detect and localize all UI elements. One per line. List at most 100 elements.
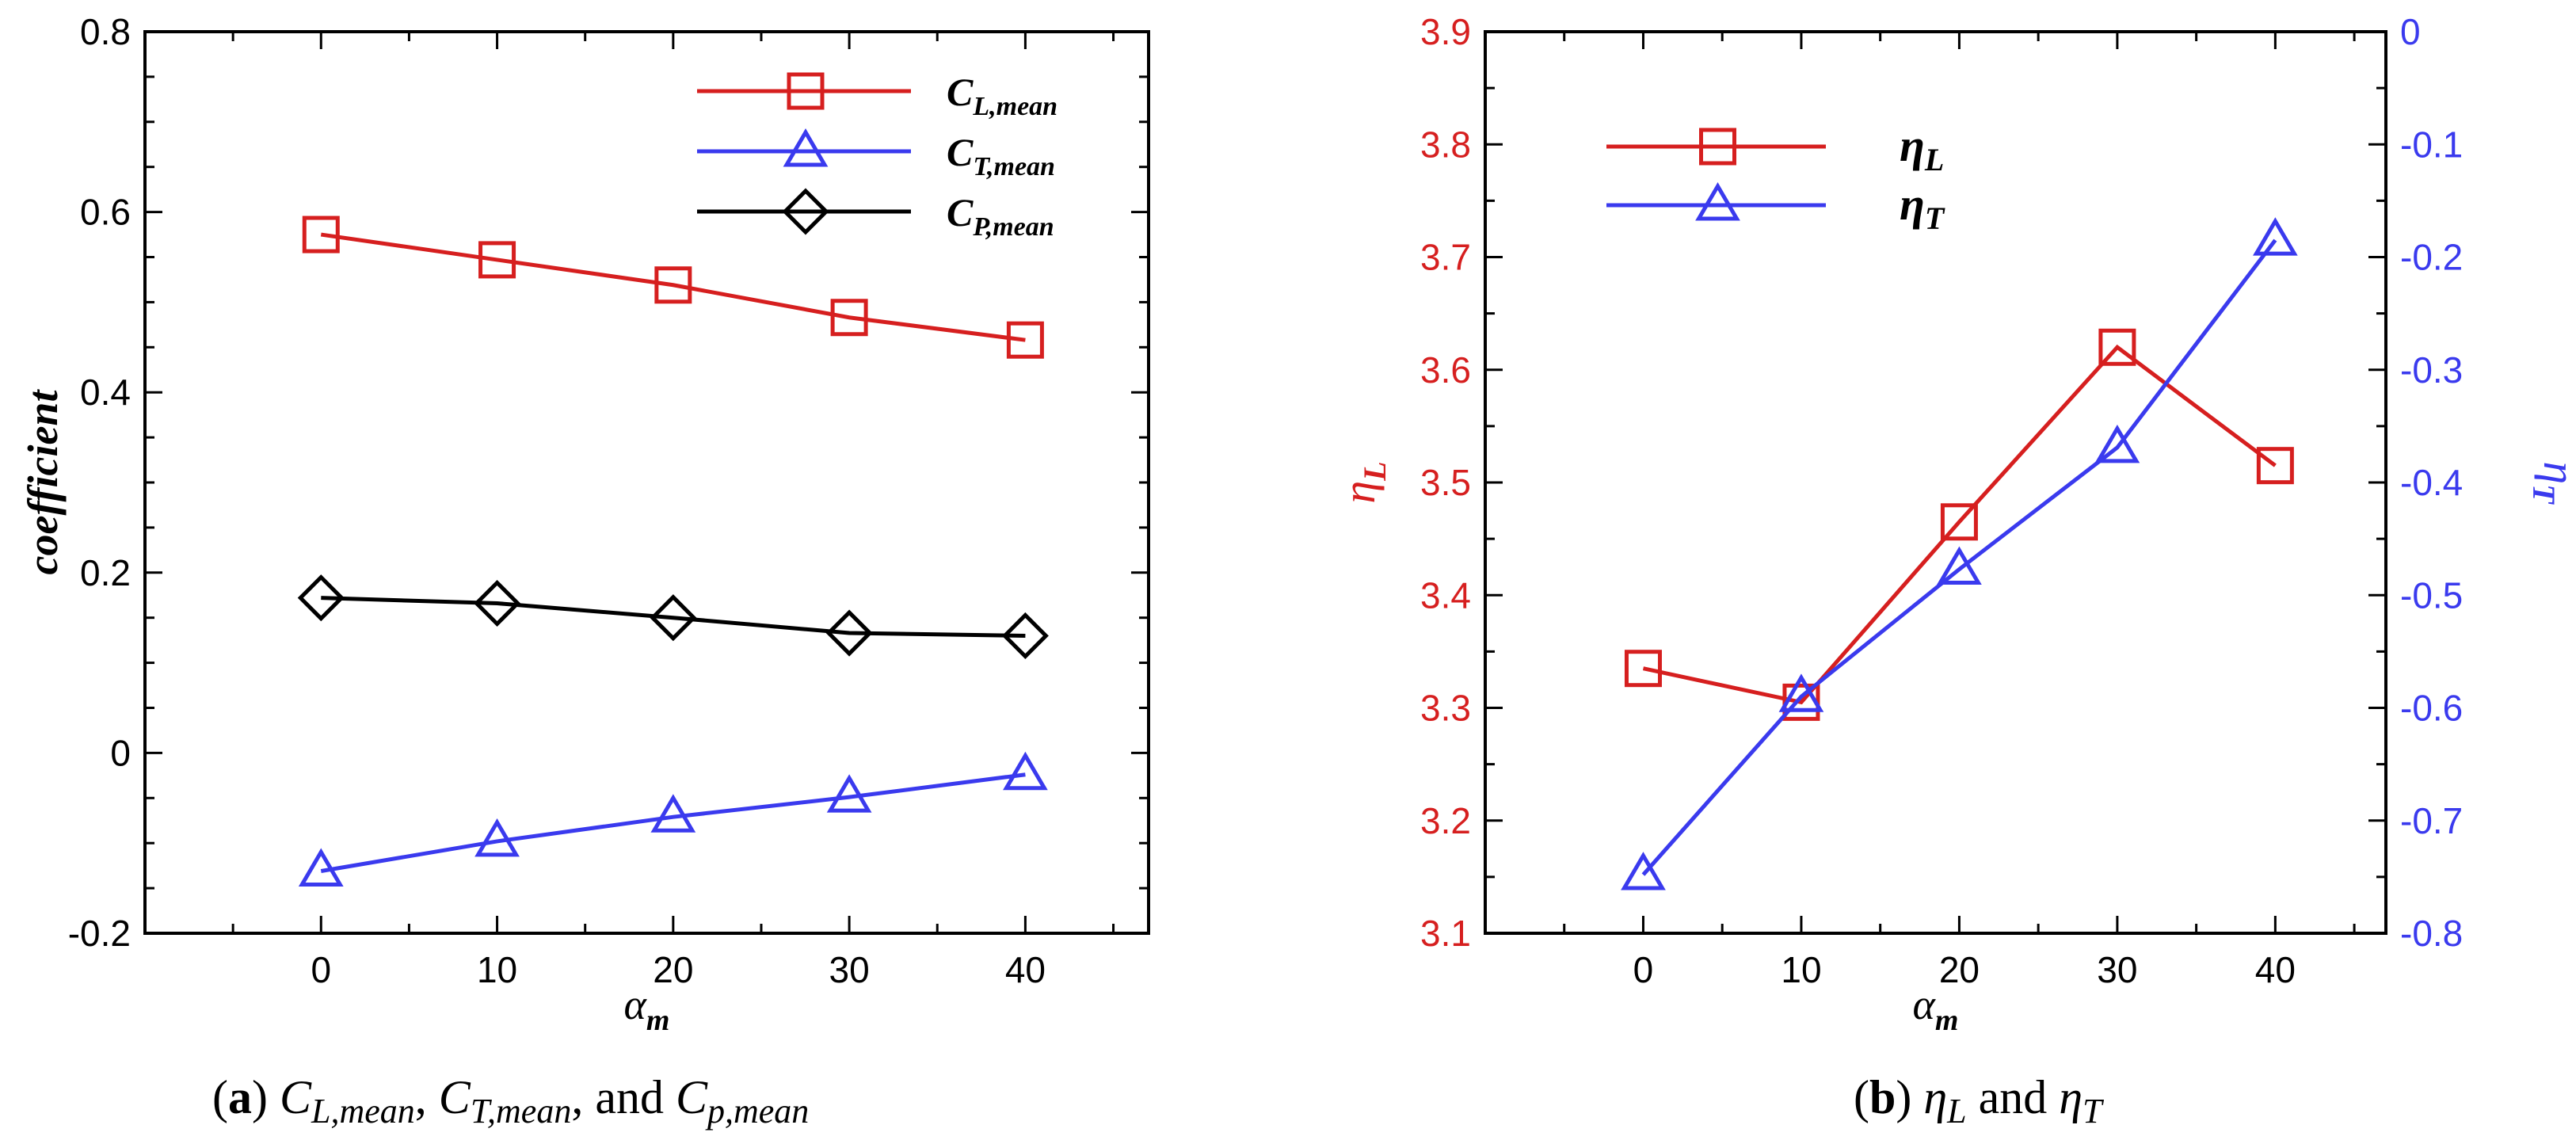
- chart-a: 0 10 20 30 40 αm -0.2 0 0.2 0.4 0.6 0.8 coefficient C…: [19, 11, 1150, 1131]
- x-axis-label-subscript: m: [1935, 1004, 1959, 1037]
- y-tick-label-left: 0.4: [80, 372, 131, 413]
- y-axis-label-left: ηL: [1333, 461, 1393, 503]
- data-point: [650, 794, 696, 833]
- data-point: [1006, 321, 1044, 359]
- legend-label-subscript: T,mean: [973, 152, 1055, 181]
- caption-subscript: L,mean: [311, 1092, 415, 1131]
- x-tick-label: 30: [829, 949, 870, 990]
- y-tick-label-right: -0.2: [2400, 237, 2463, 278]
- y-axis-label-left-symbol: η: [1333, 481, 1385, 504]
- data-point: [1003, 751, 1048, 791]
- x-axis-label: αm: [624, 981, 670, 1037]
- y-tick-label-right: -0.3: [2400, 349, 2463, 391]
- x-tick-label: 0: [311, 949, 331, 990]
- caption: (a) CL,mean, CT,mean, and Cp,mean: [212, 1071, 809, 1131]
- x-tick-label: 20: [1939, 949, 1980, 990]
- series-t: [1621, 217, 2298, 890]
- y-tick-label-left: 0.6: [80, 192, 131, 233]
- x-tick-label: 40: [2255, 949, 2296, 990]
- y-axis-label-left-subscript: L: [1357, 461, 1393, 481]
- y-tick-label-right: -0.4: [2400, 462, 2463, 503]
- y-tick-label-right: -0.8: [2400, 913, 2463, 954]
- data-point: [302, 215, 340, 254]
- caption-symbol: C: [280, 1071, 312, 1123]
- caption-symbol: η: [1923, 1071, 1947, 1123]
- data-point: [830, 299, 868, 337]
- x-tick-label: 40: [1005, 949, 1046, 990]
- y-axis-label-right: ηT: [2526, 461, 2576, 505]
- legend-label: CP,mean: [947, 190, 1054, 242]
- legend-label-symbol: η: [1900, 120, 1925, 171]
- y-tick-label-left: 3.2: [1420, 800, 1471, 841]
- x-axis-label-subscript: m: [646, 1004, 670, 1037]
- caption-separator: ,: [415, 1071, 439, 1123]
- data-point: [2098, 328, 2136, 366]
- data-point: [825, 609, 873, 657]
- caption-label: a: [228, 1071, 252, 1123]
- y-tick-label-right: -0.7: [2400, 800, 2463, 841]
- caption-symbol: η: [2059, 1071, 2083, 1123]
- series-line: [1642, 344, 2277, 705]
- caption-subscript: T,mean: [471, 1092, 572, 1131]
- y-tick-label-left: 3.9: [1420, 11, 1471, 52]
- data-point: [478, 241, 516, 279]
- y-tick-label-left: 3.4: [1420, 574, 1471, 616]
- data-point: [1621, 852, 1666, 890]
- legend-marker: [783, 128, 829, 167]
- x-tick-label: 10: [1781, 949, 1821, 990]
- data-point: [474, 579, 521, 627]
- y-tick-label-left: 3.1: [1420, 913, 1471, 954]
- y-tick-label-right: -0.5: [2400, 574, 2463, 616]
- data-point: [654, 266, 692, 304]
- caption-subscript: L: [1946, 1092, 1966, 1131]
- caption-paren: ): [1896, 1071, 1923, 1123]
- caption-symbol: C: [676, 1071, 708, 1123]
- legend-label-symbol: C: [947, 70, 974, 114]
- legend-label-subscript: T: [1925, 200, 1945, 236]
- caption-subscript: T: [2083, 1092, 2105, 1131]
- legend-item: ηT: [1606, 178, 1945, 236]
- y-tick-label-right: -0.1: [2400, 124, 2463, 165]
- data-point: [2253, 217, 2298, 256]
- caption: (b) ηL and ηT: [1854, 1071, 2105, 1131]
- data-point: [826, 774, 872, 813]
- series-l-mean: [302, 215, 1044, 359]
- data-point: [1940, 503, 1978, 541]
- legend-label: CL,mean: [947, 70, 1057, 121]
- series-line: [321, 596, 1026, 638]
- data-point: [298, 848, 344, 887]
- legend-item: ηL: [1606, 120, 1944, 177]
- series-line: [320, 232, 1026, 342]
- series-p-mean: [297, 574, 1049, 659]
- y-tick-label-left: 0.2: [80, 552, 131, 593]
- data-point: [650, 594, 697, 642]
- y-tick-label-right: 0: [2400, 11, 2421, 52]
- legend-label-subscript: L,mean: [972, 92, 1057, 121]
- caption-paren: ): [252, 1071, 280, 1123]
- data-point: [2094, 424, 2140, 463]
- caption-label: b: [1869, 1071, 1896, 1123]
- x-tick-label: 30: [2097, 949, 2137, 990]
- legend-item: CT,mean: [697, 128, 1055, 181]
- series-line: [320, 772, 1026, 873]
- series-t-mean: [298, 751, 1048, 887]
- legend-label: CT,mean: [947, 130, 1055, 181]
- caption-separator: , and: [571, 1071, 676, 1123]
- x-axis-label-symbol: α: [1913, 981, 1937, 1028]
- caption-separator: and: [1967, 1071, 2060, 1123]
- y-axis-label-right-subscript: T: [2526, 484, 2562, 505]
- legend-marker: [782, 188, 829, 235]
- y-tick-label-left: 3.3: [1420, 688, 1471, 729]
- y-tick-label-left: 3.6: [1420, 349, 1471, 391]
- y-tick-label-right: -0.6: [2400, 688, 2463, 729]
- data-point: [2256, 447, 2294, 485]
- chart-b: 0 10 20 30 40 αm 3.1 3.2 3.3 3.4 3.5 3.6 3.7 3.8 3.9 -0…: [1333, 11, 2576, 1131]
- legend-marker: [1695, 182, 1740, 221]
- legend-label-subscript: P,mean: [972, 212, 1054, 242]
- y-tick-label-left: 3.5: [1420, 462, 1471, 503]
- legend-label-subscript: L: [1924, 142, 1944, 177]
- caption-symbol: C: [439, 1071, 471, 1123]
- data-point: [1001, 612, 1049, 659]
